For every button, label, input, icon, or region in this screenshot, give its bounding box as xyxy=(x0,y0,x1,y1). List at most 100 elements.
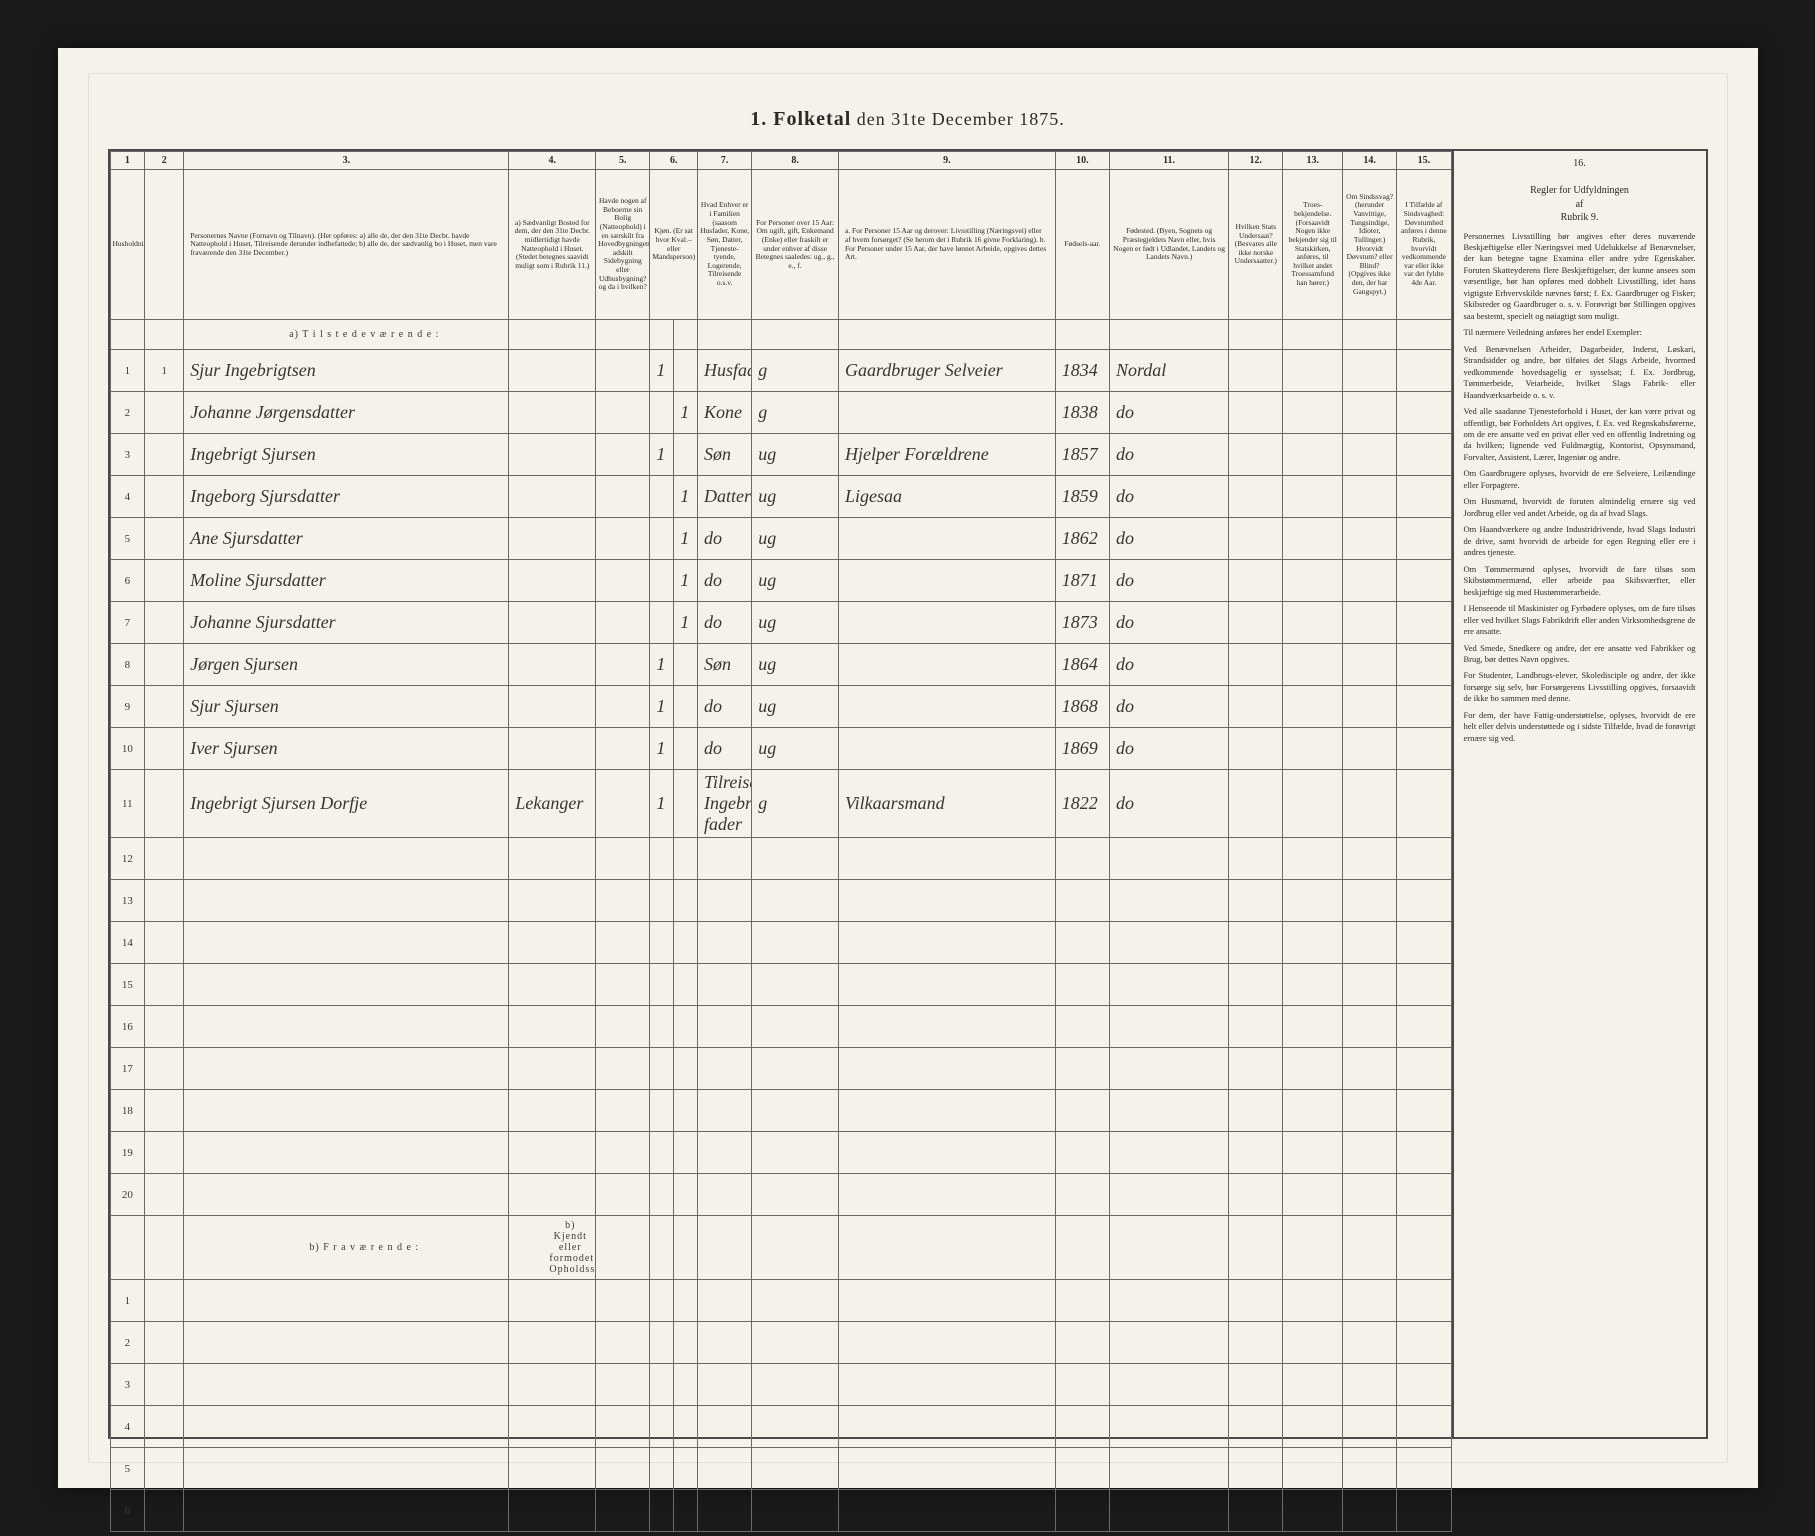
cell xyxy=(145,1006,184,1048)
cell xyxy=(1397,728,1451,770)
cell xyxy=(650,1174,674,1216)
cell xyxy=(509,686,596,728)
table-row: 12 xyxy=(110,838,1451,880)
cell xyxy=(1055,1406,1109,1448)
cell: Ane Sjursdatter xyxy=(184,518,509,560)
cell xyxy=(596,770,650,838)
cell xyxy=(674,728,698,770)
cell xyxy=(596,728,650,770)
header-row: Husholdninger. Personernes Navne (Fornav… xyxy=(110,170,1451,320)
cell xyxy=(596,922,650,964)
cell xyxy=(509,1364,596,1406)
cell xyxy=(1109,880,1228,922)
colnum: 2 xyxy=(145,152,184,170)
cell xyxy=(838,1364,1055,1406)
cell xyxy=(1397,770,1451,838)
table-head: 1 2 3. 4. 5. 6. 7. 8. 9. 10. 11. 12. 13.… xyxy=(110,152,1451,320)
cell xyxy=(674,922,698,964)
cell xyxy=(596,838,650,880)
cell: 6 xyxy=(110,1490,145,1532)
cell xyxy=(1397,1216,1451,1280)
cell xyxy=(838,838,1055,880)
cell xyxy=(1283,1132,1343,1174)
cell xyxy=(145,1364,184,1406)
cell: do xyxy=(1109,476,1228,518)
cell xyxy=(1229,602,1283,644)
cell xyxy=(838,1216,1055,1280)
cell xyxy=(145,880,184,922)
cell: do xyxy=(1109,434,1228,476)
cell xyxy=(698,1280,752,1322)
cell xyxy=(1397,1280,1451,1322)
cell xyxy=(509,518,596,560)
sidebar-paragraph: Om Tømmermænd oplyses, hvorvidt de fare … xyxy=(1464,564,1696,598)
cell xyxy=(1229,320,1283,350)
cell xyxy=(1343,728,1397,770)
cell xyxy=(1229,1322,1283,1364)
cell xyxy=(509,1280,596,1322)
colnum-row: 1 2 3. 4. 5. 6. 7. 8. 9. 10. 11. 12. 13.… xyxy=(110,152,1451,170)
cell: 1869 xyxy=(1055,728,1109,770)
cell: Søn xyxy=(698,434,752,476)
cell xyxy=(1343,1406,1397,1448)
cell xyxy=(1343,434,1397,476)
cell xyxy=(1283,1216,1343,1280)
cell xyxy=(1343,770,1397,838)
cell: ug xyxy=(752,644,839,686)
cell xyxy=(1283,922,1343,964)
table-row: 13 xyxy=(110,880,1451,922)
cell xyxy=(1109,1132,1228,1174)
cell xyxy=(698,1174,752,1216)
cell xyxy=(1055,1006,1109,1048)
cell xyxy=(650,1448,674,1490)
cell xyxy=(184,1090,509,1132)
table-row: 5Ane Sjursdatter1doug1862do xyxy=(110,518,1451,560)
cell xyxy=(184,1006,509,1048)
cell xyxy=(1229,1132,1283,1174)
cell xyxy=(650,560,674,602)
cell xyxy=(509,1174,596,1216)
cell: 1873 xyxy=(1055,602,1109,644)
cell: do xyxy=(1109,560,1228,602)
table-row: 6Moline Sjursdatter1doug1871do xyxy=(110,560,1451,602)
sidebar-paragraph: Til nærmere Veiledning anføres her endel… xyxy=(1464,327,1696,338)
cell xyxy=(596,1448,650,1490)
cell xyxy=(650,476,674,518)
cell: Johanne Sjursdatter xyxy=(184,602,509,644)
cell: 1834 xyxy=(1055,350,1109,392)
table-row: 1 xyxy=(110,1280,1451,1322)
col-header: a. For Personer 15 Aar og derover: Livss… xyxy=(838,170,1055,320)
cell xyxy=(1109,1174,1228,1216)
cell xyxy=(1109,1280,1228,1322)
cell xyxy=(752,1132,839,1174)
cell xyxy=(674,838,698,880)
census-table: 1 2 3. 4. 5. 6. 7. 8. 9. 10. 11. 12. 13.… xyxy=(110,151,1452,1532)
cell: Kone xyxy=(698,392,752,434)
cell: do xyxy=(1109,770,1228,838)
cell xyxy=(1229,518,1283,560)
cell xyxy=(698,1048,752,1090)
cell xyxy=(1343,1090,1397,1132)
cell: Ingebrigt Sjursen xyxy=(184,434,509,476)
cell: 7 xyxy=(110,602,145,644)
table-row: 14 xyxy=(110,922,1451,964)
cell xyxy=(145,392,184,434)
cell xyxy=(674,1364,698,1406)
title-prefix: 1. Folketal xyxy=(750,108,851,130)
colnum: 12. xyxy=(1229,152,1283,170)
cell xyxy=(650,838,674,880)
cell xyxy=(596,1364,650,1406)
cell: 1 xyxy=(110,1280,145,1322)
cell xyxy=(1055,1490,1109,1532)
cell xyxy=(1283,1490,1343,1532)
cell xyxy=(145,476,184,518)
cell xyxy=(838,964,1055,1006)
cell xyxy=(1397,602,1451,644)
cell xyxy=(509,728,596,770)
cell: do xyxy=(698,686,752,728)
cell xyxy=(838,728,1055,770)
table-row: 4 xyxy=(110,1406,1451,1448)
cell xyxy=(698,964,752,1006)
cell: 1 xyxy=(650,644,674,686)
cell xyxy=(650,922,674,964)
